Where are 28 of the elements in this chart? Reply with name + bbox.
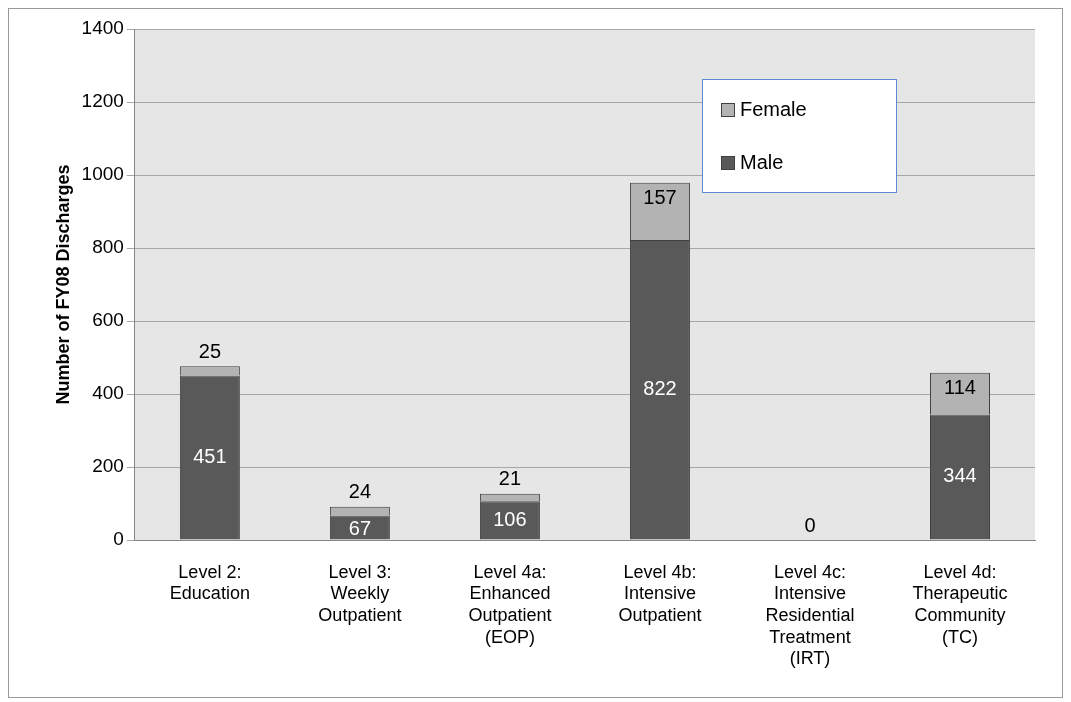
data-label: 24 [348, 480, 372, 503]
data-label: 114 [944, 376, 976, 399]
x-tick-label: Level 2: Education [169, 561, 250, 604]
data-label: 21 [498, 467, 522, 490]
legend-label: Female [740, 98, 807, 121]
y-tick-label: 1000 [81, 163, 124, 185]
data-label: 157 [643, 186, 677, 209]
y-tick-label: 1400 [81, 17, 124, 39]
x-tick-label: Level 4d: Therapeutic Community (TC) [912, 561, 1008, 647]
y-tick-label: 0 [113, 528, 124, 550]
x-tick-label: Level 4a: Enhanced Outpatient (EOP) [468, 561, 552, 647]
data-label: 822 [643, 377, 677, 400]
data-label: 25 [198, 339, 221, 362]
data-label: 67 [348, 517, 372, 540]
x-tick-label: Level 3: Weekly Outpatient [318, 561, 402, 625]
y-tick-label: 400 [92, 382, 124, 404]
data-label: 106 [493, 507, 527, 530]
x-tick-label: Level 4c: Intensive Residential Treatment (IRT) [765, 561, 855, 669]
x-tick-label: Level 4b: Intensive Outpatient [618, 561, 702, 625]
legend-label: Male [740, 151, 784, 174]
y-tick-label: 200 [92, 455, 124, 477]
data-label: 0 [804, 513, 816, 536]
y-axis-title: Number of FY08 Discharges [52, 164, 73, 405]
data-label: 344 [943, 464, 977, 487]
data-label: 451 [193, 444, 227, 467]
y-tick-label: 600 [92, 309, 124, 331]
y-tick-label: 1200 [81, 90, 124, 112]
y-tick-label: 800 [92, 236, 124, 258]
